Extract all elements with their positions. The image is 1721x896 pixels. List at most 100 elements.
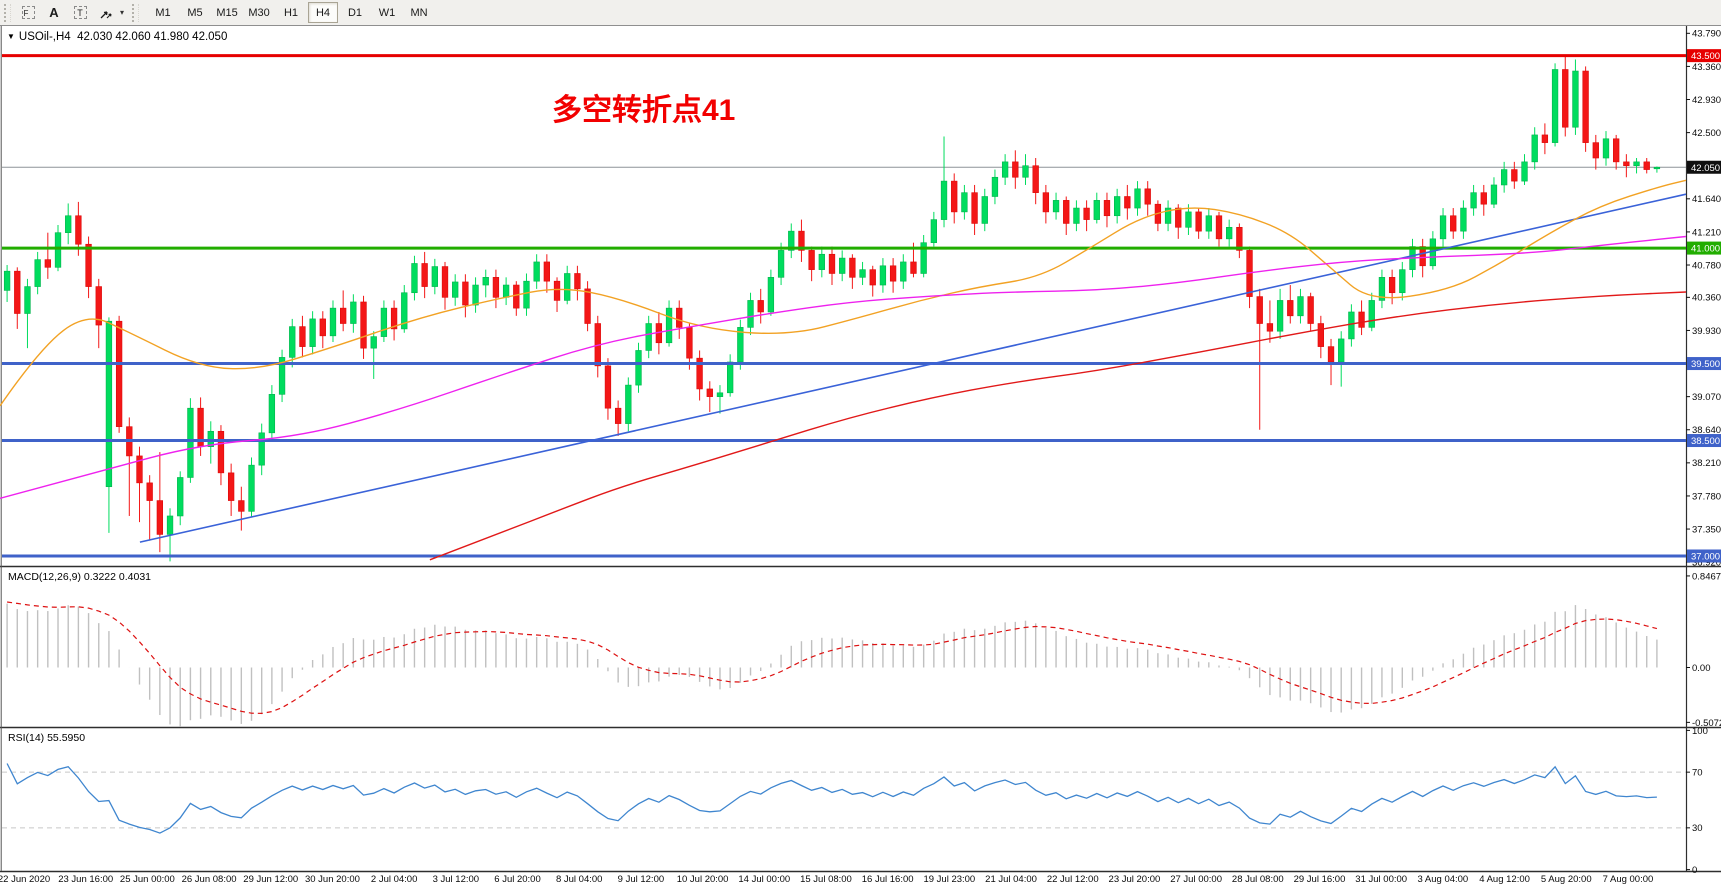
svg-text:43.500: 43.500 bbox=[1691, 51, 1720, 62]
svg-text:28 Jul 08:00: 28 Jul 08:00 bbox=[1232, 874, 1284, 885]
svg-text:100: 100 bbox=[1692, 726, 1708, 737]
trendline bbox=[139, 193, 1687, 543]
arrow-objects-button[interactable] bbox=[96, 3, 116, 23]
macd-panel bbox=[6, 601, 1658, 727]
text-tool-button[interactable]: T bbox=[70, 3, 90, 23]
rsi-line bbox=[6, 763, 1657, 834]
toolbar-drag-handle[interactable] bbox=[4, 3, 11, 22]
svg-text:4 Aug 12:00: 4 Aug 12:00 bbox=[1479, 874, 1530, 885]
svg-text:42.930: 42.930 bbox=[1692, 95, 1721, 106]
svg-text:22 Jul 12:00: 22 Jul 12:00 bbox=[1047, 874, 1099, 885]
date-axis: 22 Jun 2020 23 Jun 16:00 25 Jun 00:00 26 Ju… bbox=[0, 874, 1653, 885]
svg-text:7 Aug 00:00: 7 Aug 00:00 bbox=[1603, 874, 1654, 885]
svg-text:39.500: 39.500 bbox=[1691, 359, 1720, 370]
price-axis: 43.790 43.360 42.930 42.500 41.640 41.210 40.7… bbox=[1686, 29, 1721, 569]
chart-title-text: USOil-,H4 42.030 42.060 41.980 42.050 bbox=[18, 31, 228, 43]
svg-text:30 Jun 20:00: 30 Jun 20:00 bbox=[305, 874, 360, 885]
svg-text:29 Jul 16:00: 29 Jul 16:00 bbox=[1294, 874, 1346, 885]
svg-text:19 Jul 23:00: 19 Jul 23:00 bbox=[923, 874, 975, 885]
svg-text:0.00: 0.00 bbox=[1692, 663, 1711, 674]
svg-text:27 Jul 00:00: 27 Jul 00:00 bbox=[1170, 874, 1222, 885]
svg-text:10 Jul 20:00: 10 Jul 20:00 bbox=[677, 874, 729, 885]
rsi-panel bbox=[2, 763, 1686, 834]
svg-text:43.360: 43.360 bbox=[1692, 62, 1721, 73]
rsi-axis: 100 70 30 0 bbox=[1686, 726, 1708, 876]
svg-text:37.350: 37.350 bbox=[1692, 524, 1721, 535]
svg-text:38.210: 38.210 bbox=[1692, 458, 1721, 469]
timeframe-button-group: M1 M5 M15 M30 H1 H4 D1 W1 MN bbox=[147, 2, 435, 23]
timeframe-h4[interactable]: H4 bbox=[308, 2, 339, 23]
macd-axis: 0.8467 0.00 -0.5072 bbox=[1686, 571, 1721, 729]
macd-indicator-label: MACD(12,26,9) 0.3222 0.4031 bbox=[8, 571, 152, 583]
svg-text:41.210: 41.210 bbox=[1692, 227, 1721, 238]
svg-text:39.930: 39.930 bbox=[1692, 326, 1721, 337]
ma-mid-magenta bbox=[0, 235, 1687, 499]
timeframe-m15[interactable]: M15 bbox=[216, 6, 238, 19]
ma-fast-orange bbox=[0, 179, 1687, 407]
svg-text:0.8467: 0.8467 bbox=[1692, 571, 1721, 582]
arrow-tools-dropdown-caret[interactable]: ▾ bbox=[120, 8, 125, 17]
timeframe-h1[interactable]: H1 bbox=[283, 6, 299, 19]
timeframe-m30[interactable]: M30 bbox=[248, 6, 270, 19]
svg-text:42.500: 42.500 bbox=[1692, 128, 1721, 139]
moving-averages bbox=[0, 179, 1687, 561]
svg-text:40.780: 40.780 bbox=[1692, 260, 1721, 271]
trendline-layer bbox=[139, 193, 1687, 543]
svg-text:14 Jul 00:00: 14 Jul 00:00 bbox=[738, 874, 790, 885]
svg-text:-0.5072: -0.5072 bbox=[1692, 718, 1721, 729]
ma-slow-red bbox=[429, 291, 1687, 561]
horizontal-lines bbox=[2, 54, 1686, 558]
svg-text:41.640: 41.640 bbox=[1692, 194, 1721, 205]
timeframe-w1[interactable]: W1 bbox=[378, 6, 396, 19]
svg-text:37.780: 37.780 bbox=[1692, 491, 1721, 502]
symbol-dropdown-icon[interactable]: ▼ bbox=[7, 32, 15, 41]
svg-text:21 Jul 04:00: 21 Jul 04:00 bbox=[985, 874, 1037, 885]
svg-text:25 Jun 00:00: 25 Jun 00:00 bbox=[120, 874, 175, 885]
svg-text:16 Jul 16:00: 16 Jul 16:00 bbox=[862, 874, 914, 885]
timeframe-m5[interactable]: M5 bbox=[187, 6, 203, 19]
letter-a-icon: A bbox=[49, 5, 59, 20]
candles-layer bbox=[3, 55, 1661, 562]
text-tool-icon: T bbox=[73, 6, 87, 19]
svg-text:37.000: 37.000 bbox=[1691, 552, 1720, 563]
svg-text:38.500: 38.500 bbox=[1691, 436, 1720, 447]
svg-text:43.790: 43.790 bbox=[1692, 29, 1721, 40]
chart-title: ▼ USOil-,H4 42.030 42.060 41.980 42.050 bbox=[7, 31, 227, 43]
svg-text:9 Jul 12:00: 9 Jul 12:00 bbox=[618, 874, 664, 885]
svg-text:26 Jun 08:00: 26 Jun 08:00 bbox=[182, 874, 237, 885]
svg-text:39.070: 39.070 bbox=[1692, 392, 1721, 403]
svg-text:15 Jul 08:00: 15 Jul 08:00 bbox=[800, 874, 852, 885]
svg-text:40.360: 40.360 bbox=[1692, 293, 1721, 304]
svg-text:29 Jun 12:00: 29 Jun 12:00 bbox=[243, 874, 298, 885]
timeframe-m1[interactable]: M1 bbox=[155, 6, 171, 19]
svg-text:41.000: 41.000 bbox=[1691, 244, 1720, 255]
svg-text:5 Aug 20:00: 5 Aug 20:00 bbox=[1541, 874, 1592, 885]
macd-signal-line bbox=[7, 601, 1658, 715]
svg-text:42.050: 42.050 bbox=[1691, 163, 1720, 174]
svg-text:6 Jul 20:00: 6 Jul 20:00 bbox=[494, 874, 540, 885]
svg-text:3 Jul 12:00: 3 Jul 12:00 bbox=[433, 874, 479, 885]
toolbar: F A T ▾ M1 M5 M15 M30 H1 H4 D1 W1 MN bbox=[0, 0, 1721, 26]
svg-text:30: 30 bbox=[1692, 823, 1703, 834]
timeframe-d1[interactable]: D1 bbox=[347, 6, 363, 19]
svg-text:8 Jul 04:00: 8 Jul 04:00 bbox=[556, 874, 602, 885]
rsi-indicator-label: RSI(14) 55.5950 bbox=[8, 732, 86, 744]
svg-text:0: 0 bbox=[1692, 865, 1697, 876]
svg-text:70: 70 bbox=[1692, 768, 1703, 779]
arrow-label-tool-button[interactable]: A bbox=[44, 3, 64, 23]
svg-text:2 Jul 04:00: 2 Jul 04:00 bbox=[371, 874, 417, 885]
chart-annotation-text[interactable]: 多空转折点41 bbox=[552, 94, 736, 127]
pointer-frame-tool-button[interactable]: F bbox=[18, 3, 38, 23]
timeframe-mn[interactable]: MN bbox=[410, 6, 428, 19]
toolbar-drag-handle-2[interactable] bbox=[132, 3, 140, 22]
svg-text:38.640: 38.640 bbox=[1692, 425, 1721, 436]
svg-text:22 Jun 2020: 22 Jun 2020 bbox=[0, 874, 50, 885]
pointer-frame-icon: F bbox=[21, 6, 35, 19]
arrow-tools-icon bbox=[100, 10, 112, 18]
svg-text:23 Jul 20:00: 23 Jul 20:00 bbox=[1109, 874, 1161, 885]
svg-text:31 Jul 00:00: 31 Jul 00:00 bbox=[1355, 874, 1407, 885]
svg-text:23 Jun 16:00: 23 Jun 16:00 bbox=[58, 874, 113, 885]
svg-text:3 Aug 04:00: 3 Aug 04:00 bbox=[1418, 874, 1469, 885]
svg-text:36.920: 36.920 bbox=[1692, 558, 1721, 569]
